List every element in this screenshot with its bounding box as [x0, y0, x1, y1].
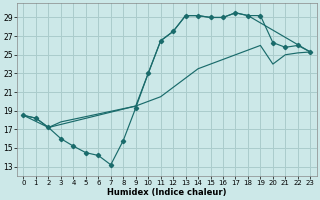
X-axis label: Humidex (Indice chaleur): Humidex (Indice chaleur): [107, 188, 227, 197]
